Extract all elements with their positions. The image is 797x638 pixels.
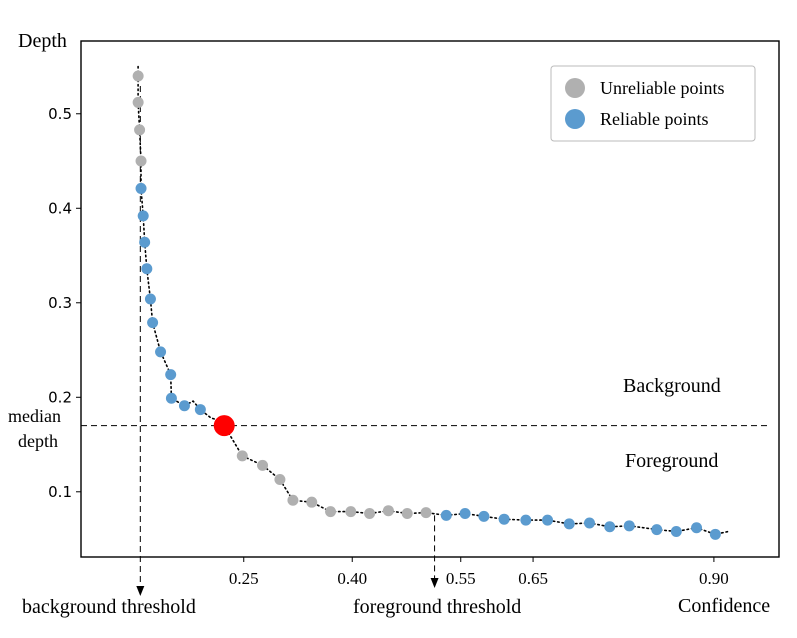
unreliable-point-point [401,508,413,520]
legend-label-reliable: Reliable points [600,109,708,129]
reliable-point-point [709,528,721,540]
unreliable-point-point [132,70,144,82]
background-threshold-label: background threshold [22,596,196,618]
unreliable-point-point [236,450,248,462]
plot-frame [80,40,780,558]
reliable-point-point [478,510,490,522]
foreground-region-label: Foreground [625,450,718,472]
depth-curve [137,65,730,536]
unreliable-point-point [287,494,299,506]
median-label-line2: depth [18,431,58,451]
reliable-point-point [691,522,703,534]
unreliable-point-point [420,507,432,519]
reliable-point-point [139,236,151,248]
legend-marker-reliable [565,109,585,129]
y-axis-title: Depth [18,30,67,52]
unreliable-point-point [306,496,318,508]
x-tick-label: 0.25 [229,569,259,588]
reliable-point-point [147,317,159,329]
reliable-point-point [651,524,663,536]
unreliable-point-point [257,459,269,471]
y-tick-label: 0.1 [48,483,72,501]
background-region-label: Background [623,375,721,397]
y-tick-label: 0.5 [48,105,72,123]
reliable-point-point [583,517,595,529]
reliable-point-point [459,508,471,520]
unreliable-point-point [345,506,357,518]
unreliable-point-point [382,505,394,517]
reliable-point-point [144,293,156,305]
reliable-point-point [165,369,177,381]
legend-marker-unreliable [565,78,585,98]
reliable-point-point [165,392,177,404]
reliable-point-point [520,514,532,526]
unreliable-point-point [325,506,337,518]
y-tick-label: 0.4 [48,199,72,217]
legend-box [550,65,756,142]
median-point [213,415,235,437]
y-tick-label: 0.3 [48,294,72,312]
median-depth-label: median depth [8,406,65,451]
x-axis-title: Confidence [678,595,770,617]
foreground-threshold-arrowhead [430,578,439,588]
background-threshold-arrowhead [136,586,145,596]
reliable-point-point [178,400,190,412]
unreliable-point-point [364,508,376,520]
reliable-point-point [563,518,575,530]
reliable-point-point [604,521,616,533]
reliable-point-point [135,182,147,194]
legend: Unreliable points Reliable points [550,65,756,142]
x-tick-label: 0.65 [518,569,548,588]
reliable-point-point [137,210,149,222]
foreground-threshold-label: foreground threshold [353,596,521,618]
reliable-point-point [440,509,452,521]
legend-label-unreliable: Unreliable points [600,78,724,98]
reliable-point-point [194,404,206,416]
reliable-point-point [670,525,682,537]
y-tick-label: 0.2 [48,388,72,406]
reliable-point-point [498,513,510,525]
unreliable-point-point [135,155,147,167]
reliable-point-point [542,514,554,526]
x-tick-label: 0.40 [337,569,367,588]
reliable-point-point [141,263,153,275]
unreliable-point-point [132,96,144,108]
reliable-point-point [155,346,167,358]
reliable-point-point [623,520,635,532]
unreliable-point-point [134,124,146,136]
x-tick-label: 0.90 [699,569,729,588]
median-label-line1: median [8,406,61,426]
unreliable-point-point [274,474,286,486]
x-tick-label: 0.55 [446,569,476,588]
